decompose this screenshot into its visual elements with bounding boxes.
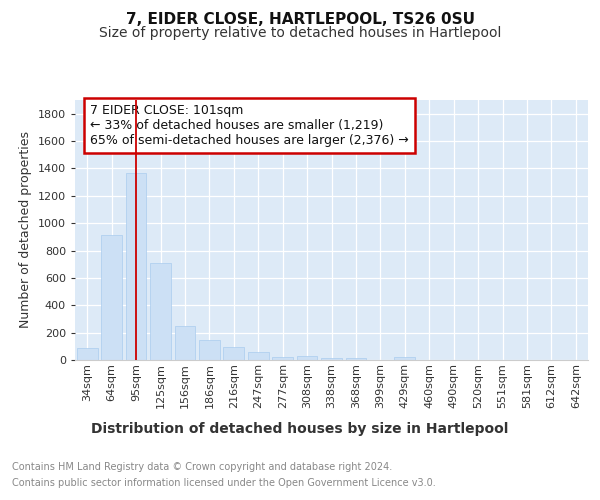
Text: Size of property relative to detached houses in Hartlepool: Size of property relative to detached ho… — [99, 26, 501, 40]
Text: 7 EIDER CLOSE: 101sqm
← 33% of detached houses are smaller (1,219)
65% of semi-d: 7 EIDER CLOSE: 101sqm ← 33% of detached … — [91, 104, 409, 147]
Bar — [346, 358, 367, 360]
Bar — [296, 356, 317, 360]
Bar — [223, 347, 244, 360]
Y-axis label: Number of detached properties: Number of detached properties — [19, 132, 32, 328]
Bar — [77, 348, 98, 360]
Bar — [150, 263, 171, 360]
Bar — [175, 326, 196, 360]
Text: Contains HM Land Registry data © Crown copyright and database right 2024.: Contains HM Land Registry data © Crown c… — [12, 462, 392, 472]
Text: 7, EIDER CLOSE, HARTLEPOOL, TS26 0SU: 7, EIDER CLOSE, HARTLEPOOL, TS26 0SU — [125, 12, 475, 28]
Bar — [321, 358, 342, 360]
Bar — [248, 352, 269, 360]
Text: Distribution of detached houses by size in Hartlepool: Distribution of detached houses by size … — [91, 422, 509, 436]
Bar — [125, 172, 146, 360]
Bar — [101, 236, 122, 360]
Text: Contains public sector information licensed under the Open Government Licence v3: Contains public sector information licen… — [12, 478, 436, 488]
Bar — [272, 356, 293, 360]
Bar — [394, 358, 415, 360]
Bar — [199, 340, 220, 360]
